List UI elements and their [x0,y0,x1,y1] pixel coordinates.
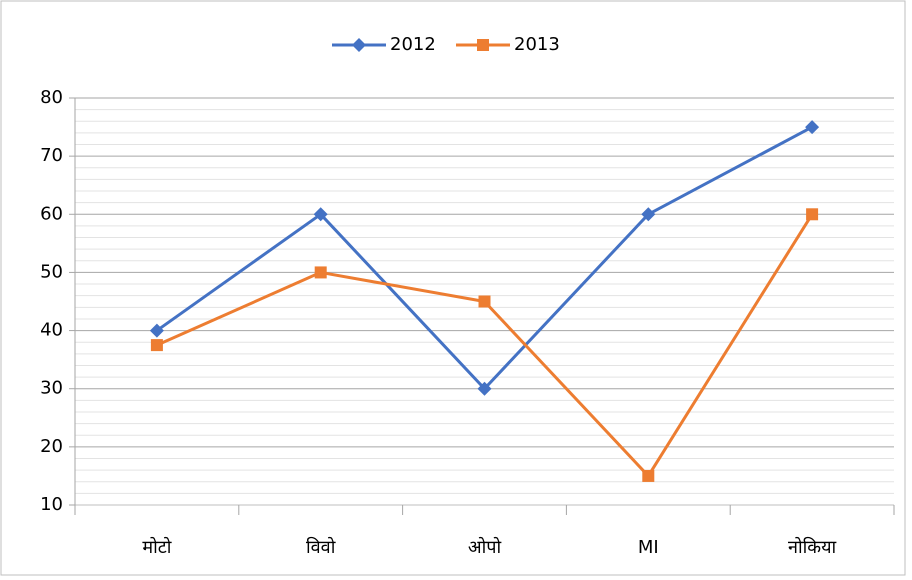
y-tick-label: 60 [40,203,63,224]
x-tick-label: नोकिया [788,536,837,558]
marker [314,266,327,279]
marker [806,208,819,221]
y-tick-label: 30 [40,378,63,399]
x-tick-label: ओपो [468,536,502,558]
x-tick-label: MI [638,537,659,558]
marker [477,381,492,396]
marker [313,207,328,222]
marker [477,39,489,51]
y-tick-label: 40 [40,320,63,341]
marker [150,339,163,352]
legend-label: 2012 [390,34,436,55]
marker [149,323,164,338]
marker [478,295,491,308]
y-tick-label: 70 [40,145,63,166]
x-tick-label: मोटो [142,536,171,558]
y-tick-label: 50 [40,261,63,282]
y-tick-label: 10 [40,494,63,515]
y-tick-label: 80 [40,87,63,108]
marker [805,120,820,135]
marker [642,469,655,482]
marker [352,38,366,52]
x-tick-label: विवो [306,536,336,558]
legend-label: 2013 [514,34,560,55]
marker [641,207,656,222]
y-tick-label: 20 [40,436,63,457]
